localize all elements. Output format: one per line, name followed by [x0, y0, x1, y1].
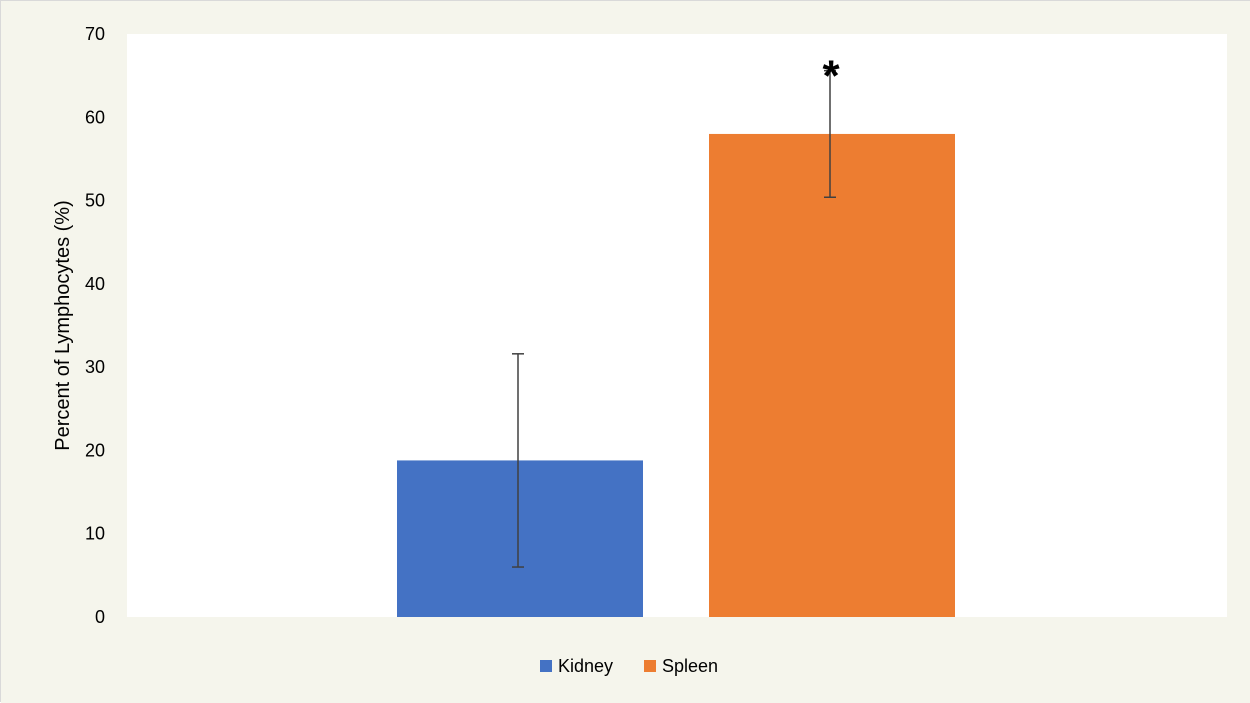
y-tick-label: 70: [85, 24, 105, 44]
error-bar-spleen: [824, 69, 836, 198]
legend-label: Spleen: [662, 656, 718, 676]
bar-kidney: [397, 460, 643, 617]
legend: Kidney Spleen: [540, 656, 718, 676]
significance-asterisk: *: [822, 52, 840, 101]
legend-swatch: [644, 660, 656, 672]
y-tick-label: 20: [85, 440, 105, 460]
y-axis: 0 10 20 30 40 50 60 70: [85, 24, 105, 627]
y-axis-title: Percent of Lymphocytes (%): [52, 200, 74, 450]
legend-swatch: [540, 660, 552, 672]
error-bar-group: [512, 69, 836, 568]
legend-label: Kidney: [558, 656, 613, 676]
legend-item-spleen: Spleen: [644, 656, 718, 676]
y-tick-label: 60: [85, 107, 105, 127]
y-tick-label: 30: [85, 357, 105, 377]
bar-group: [397, 133, 955, 617]
legend-item-kidney: Kidney: [540, 656, 613, 676]
error-bar-kidney: [512, 353, 524, 568]
y-tick-label: 40: [85, 274, 105, 294]
plot-area: [127, 34, 1227, 617]
y-tick-label: 10: [85, 524, 105, 544]
annotation-group: *: [822, 52, 840, 101]
y-tick-label: 50: [85, 191, 105, 211]
y-tick-label: 0: [95, 607, 105, 627]
bar-spleen: [709, 133, 955, 617]
